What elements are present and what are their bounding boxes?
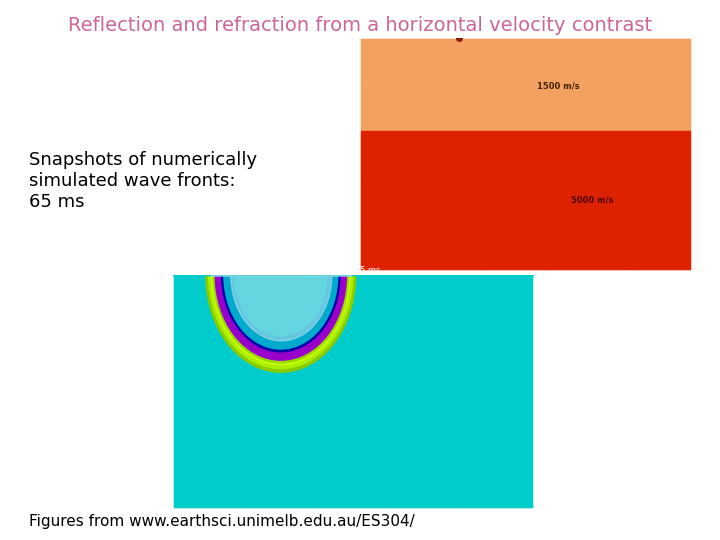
Circle shape: [215, 190, 347, 361]
X-axis label: Distance (m): Distance (m): [503, 288, 548, 295]
Text: Figures from www.earthsci.unimelb.edu.au/ES304/: Figures from www.earthsci.unimelb.edu.au…: [29, 514, 415, 529]
Text: Snapshots of numerically
simulated wave fronts:
65 ms: Snapshots of numerically simulated wave …: [29, 151, 257, 211]
Text: 1500 m/s: 1500 m/s: [537, 82, 580, 91]
Circle shape: [234, 215, 328, 336]
Title: Velocity Model: Velocity Model: [495, 28, 556, 37]
Text: 5000 m/s: 5000 m/s: [570, 196, 613, 205]
Circle shape: [221, 198, 341, 353]
Text: Reflection and refraction from a horizontal velocity contrast: Reflection and refraction from a horizon…: [68, 16, 652, 35]
Circle shape: [223, 201, 338, 350]
Circle shape: [205, 178, 356, 373]
Y-axis label: Depth (m): Depth (m): [143, 374, 149, 409]
Circle shape: [212, 187, 349, 363]
Title: Time - 65 ms: Time - 65 ms: [325, 266, 380, 275]
Circle shape: [211, 185, 351, 366]
X-axis label: Distance (m): Distance (m): [330, 526, 375, 532]
Circle shape: [208, 181, 354, 369]
Y-axis label: Depth (m): Depth (m): [330, 136, 336, 172]
